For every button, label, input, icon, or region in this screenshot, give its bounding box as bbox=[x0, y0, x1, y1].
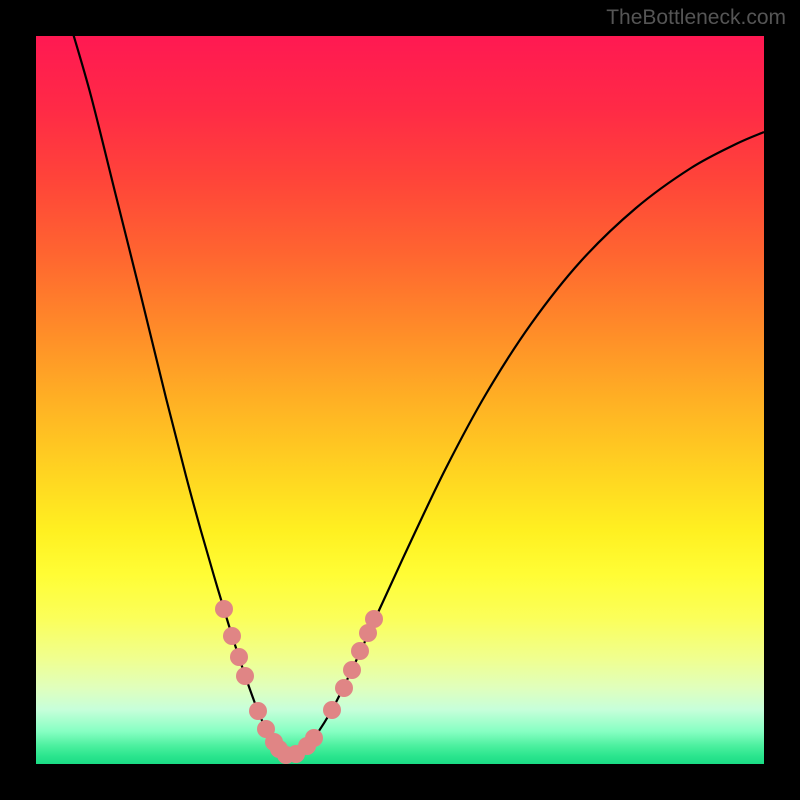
curve-marker bbox=[223, 627, 241, 645]
curve-marker bbox=[343, 661, 361, 679]
curve-right-branch bbox=[290, 132, 764, 756]
curve-marker bbox=[351, 642, 369, 660]
curve-marker bbox=[249, 702, 267, 720]
watermark-text: TheBottleneck.com bbox=[606, 6, 786, 30]
curve-marker bbox=[305, 729, 323, 747]
curve-layer bbox=[36, 36, 764, 764]
curve-marker bbox=[215, 600, 233, 618]
curve-marker bbox=[323, 701, 341, 719]
markers-group bbox=[215, 600, 383, 764]
curve-marker bbox=[236, 667, 254, 685]
curve-left-branch bbox=[72, 36, 290, 756]
curve-marker bbox=[335, 679, 353, 697]
curve-marker bbox=[365, 610, 383, 628]
plot-area bbox=[36, 36, 764, 764]
curve-marker bbox=[230, 648, 248, 666]
